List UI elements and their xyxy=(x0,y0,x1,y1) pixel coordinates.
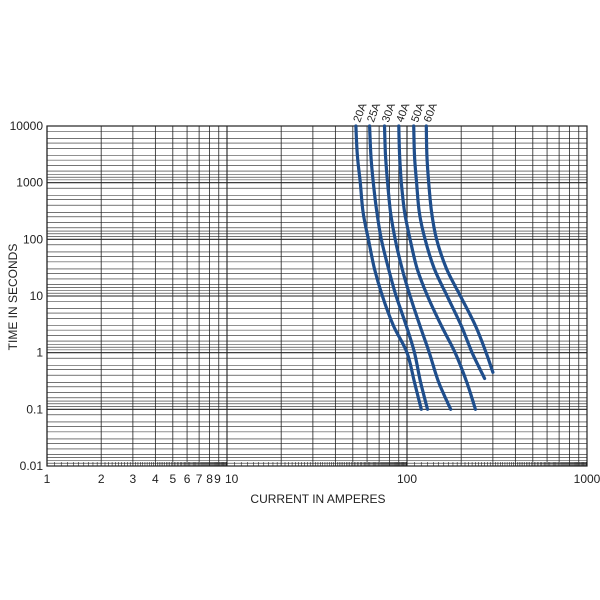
series-line-30a xyxy=(382,124,453,411)
y-tick-label: 0.1 xyxy=(26,402,43,416)
x-tick-label: 8 xyxy=(206,472,213,486)
x-tick-label: 5 xyxy=(169,472,176,486)
y-tick-label: 1000 xyxy=(16,176,43,190)
plot-border xyxy=(46,125,588,467)
chart-grid xyxy=(46,126,588,467)
x-tick-label: 3 xyxy=(130,472,137,486)
x-tick-label: 100 xyxy=(397,472,417,486)
y-tick-label: 0.01 xyxy=(20,459,44,473)
x-tick-label: 2 xyxy=(98,472,105,486)
x-tick-label: 10 xyxy=(225,472,239,486)
y-tick-label: 10000 xyxy=(10,119,44,133)
y-tick-label: 10 xyxy=(30,289,44,303)
series-line-40a xyxy=(397,124,477,411)
y-tick-label: 1 xyxy=(36,346,43,360)
x-tick-label: 4 xyxy=(152,472,159,486)
x-tick-label: 6 xyxy=(184,472,191,486)
series-line-25a xyxy=(368,124,430,411)
y-axis-label: TIME IN SECONDS xyxy=(6,244,20,351)
x-tick-label: 9 xyxy=(214,472,221,486)
x-axis-label: CURRENT IN AMPERES xyxy=(250,492,385,506)
x-tick-label: 7 xyxy=(196,472,203,486)
plot-frame xyxy=(46,125,588,467)
x-tick-label: 1 xyxy=(44,472,51,486)
y-tick-label: 100 xyxy=(23,232,43,246)
series-line-20a xyxy=(354,124,423,411)
series-line-60a xyxy=(424,124,495,374)
series-label-60a: 60A xyxy=(422,101,440,124)
series-line-50a xyxy=(412,124,487,381)
chart-series-lines xyxy=(354,124,495,411)
x-tick-label: 1000 xyxy=(574,472,600,486)
chart-tick-labels: 1 2 3 4 5 6 7 8 9 10 100 1000 10000 1000 100 10 1 0.1 0.01 xyxy=(10,119,600,486)
